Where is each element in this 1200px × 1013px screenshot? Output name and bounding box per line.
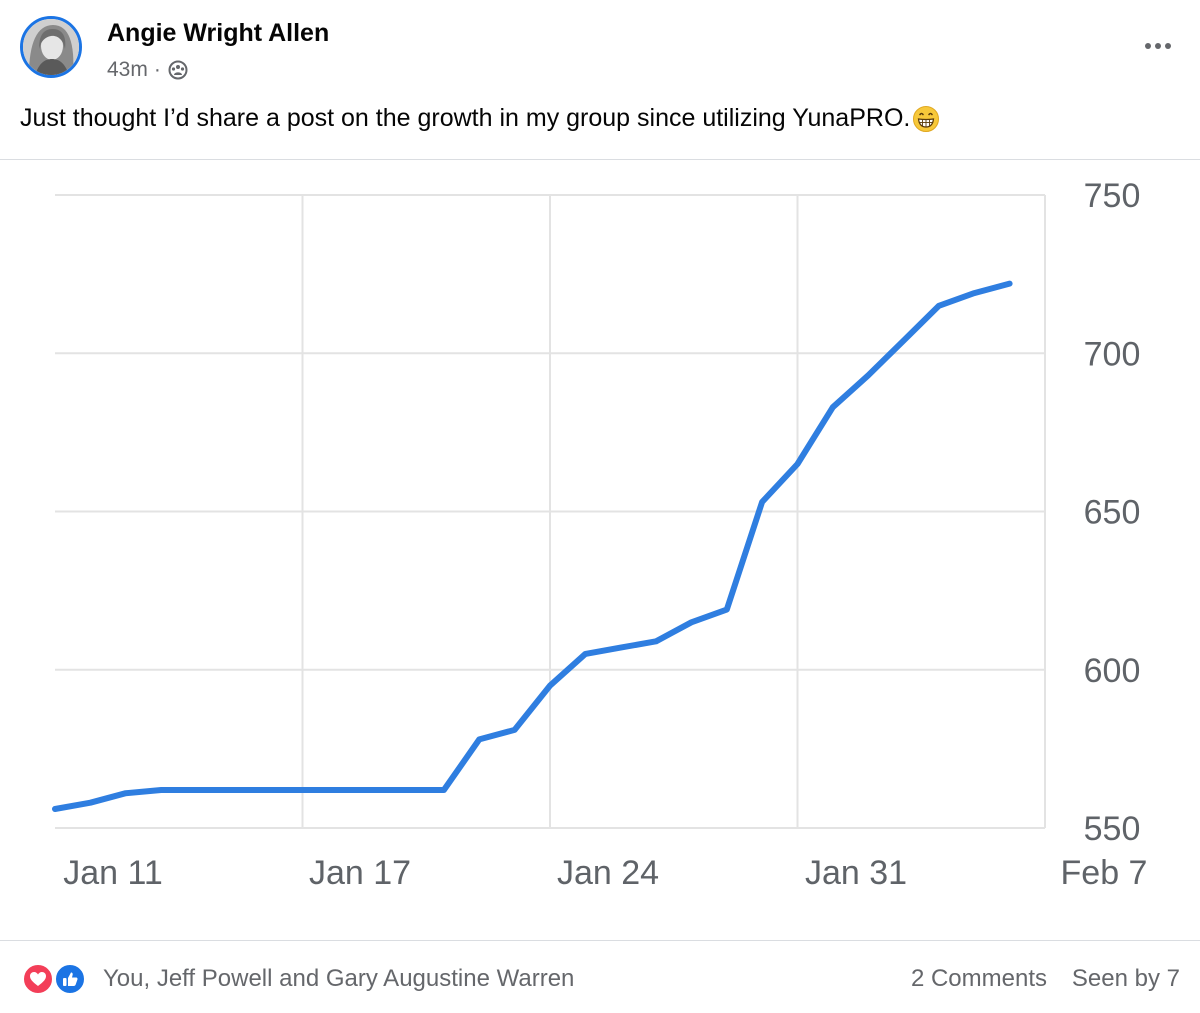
reactors-summary[interactable]: You, Jeff Powell and Gary Augustine Warr… [103,965,575,992]
x-tick-label: Jan 11 [63,854,163,892]
chart-series [52,280,1013,812]
post-body: Just thought I’d share a post on the gro… [20,104,940,133]
meta-separator: · [153,58,161,81]
group-audience-icon[interactable] [167,59,189,81]
series-line [52,280,1013,812]
post-image-chart[interactable]: 750 700 650 600 550 Jan 11 Jan 17 Jan 24 Jan 31… [0,160,1200,940]
y-tick-label: 700 [1084,335,1141,373]
x-axis-ticks: Jan 11 Jan 17 Jan 24 Jan 31 Feb 7 [63,854,1147,892]
x-tick-label: Jan 24 [557,854,659,892]
line-chart: 750 700 650 600 550 Jan 11 Jan 17 Jan 24 Jan 31… [52,177,1147,892]
post-meta: 43m · [107,58,189,82]
post-footer: You, Jeff Powell and Gary Augustine Warr… [0,941,1200,1013]
love-icon [22,963,54,995]
post-text: Just thought I’d share a post on the gro… [20,104,911,132]
more-dot-icon [1145,43,1151,49]
divider [0,940,1200,941]
x-tick-label: Jan 31 [805,854,907,892]
divider [0,159,1200,160]
avatar-photo-icon [23,19,79,75]
y-tick-label: 600 [1084,652,1141,690]
y-tick-label: 650 [1084,494,1141,532]
like-icon [54,963,86,995]
y-tick-label: 750 [1084,177,1141,215]
seen-by-count[interactable]: Seen by 7 [1071,965,1180,992]
reaction-icons[interactable] [22,963,90,997]
comments-count[interactable]: 2 Comments [910,965,1047,992]
post-timestamp[interactable]: 43m [107,58,148,81]
more-dot-icon [1155,43,1161,49]
y-axis-ticks: 750 700 650 600 550 [1084,177,1141,848]
y-tick-label: 550 [1084,810,1141,848]
x-tick-label: Feb 7 [1061,854,1148,892]
post-header: Angie Wright Allen 43m · [0,0,1200,100]
chart-grid [55,194,1046,829]
author-name[interactable]: Angie Wright Allen [107,19,330,47]
grinning-face-icon [912,105,940,133]
more-dot-icon [1165,43,1171,49]
author-avatar[interactable] [20,16,82,78]
more-options-button[interactable] [1140,34,1176,58]
x-tick-label: Jan 17 [309,854,411,892]
